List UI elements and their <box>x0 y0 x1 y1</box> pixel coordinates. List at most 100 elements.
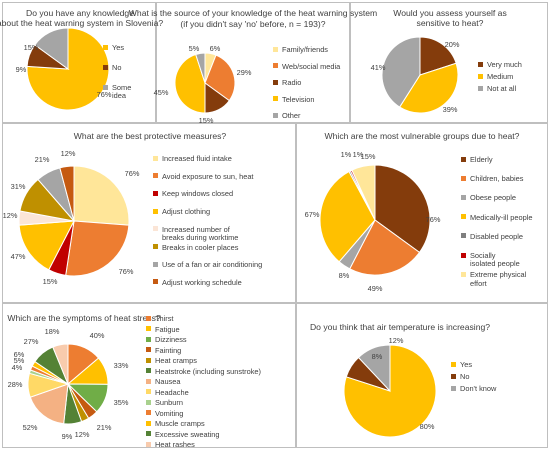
data-label: 67% <box>305 210 320 219</box>
legend-swatch <box>461 194 466 200</box>
data-label: 1% <box>341 150 352 159</box>
legend-item-heat-cramps: Heat cramps <box>146 356 197 365</box>
data-label: 12% <box>389 336 404 345</box>
legend-item-heat-rashes: Heat rashes <box>146 440 195 449</box>
data-label: 49% <box>368 284 383 293</box>
legend-swatch <box>478 61 483 67</box>
data-label: 8% <box>372 352 383 361</box>
legend-swatch <box>153 155 158 161</box>
legend-swatch <box>461 252 466 258</box>
data-label: 6% <box>14 350 25 359</box>
data-label: 21% <box>35 155 50 164</box>
legend-label: Heat rashes <box>155 440 195 449</box>
legend-label: Thirst <box>155 314 174 323</box>
data-label: 12% <box>61 149 76 158</box>
chart-title-line: sensitive to heat? <box>416 18 484 28</box>
legend-item-keep-windows-closed: Keep windows closed <box>153 190 233 198</box>
legend-swatch <box>146 326 151 332</box>
data-label: 76% <box>125 169 140 178</box>
legend-item-fatigue: Fatigue <box>146 325 180 334</box>
legend-label: Keep windows closed <box>162 189 234 199</box>
data-label: 21% <box>97 423 112 432</box>
data-label: 47% <box>11 252 26 261</box>
legend-item-medium: Medium <box>478 72 513 81</box>
data-label: 15% <box>43 277 58 286</box>
pie-slice-children-babies <box>349 219 421 276</box>
legend-label: Breaks in cooler places <box>162 242 239 252</box>
pie-slice-not-at-all <box>381 36 421 108</box>
legend-label: Web/social media <box>282 61 341 71</box>
legend-label: Increased fluid intake <box>162 154 232 163</box>
pie-slice-increased-fluid-intake <box>73 165 130 226</box>
legend-item-avoid-exposure-to-sun-heat: Avoid exposure to sun, heat <box>153 172 254 181</box>
legend-swatch <box>153 208 158 214</box>
legend-item-children-babies: Children, babies <box>461 174 523 183</box>
legend-swatch <box>153 279 158 285</box>
legend-swatch <box>146 347 151 353</box>
legend-label: Don't know <box>460 384 497 393</box>
legend-label: Vomiting <box>155 408 184 418</box>
pie-slice-extreme-physical-effort <box>351 164 376 221</box>
legend-label: Extreme physical effort <box>470 270 527 288</box>
legend-swatch <box>273 96 278 102</box>
data-label: 6% <box>210 44 221 53</box>
legend-swatch <box>146 420 151 426</box>
legend-label-line: Increased number of <box>162 224 230 234</box>
legend-swatch <box>461 233 466 239</box>
legend-item-increased-fluid-intake: Increased fluid intake <box>153 154 232 163</box>
legend-label-line: Extreme physical <box>470 270 527 280</box>
pie-slice-some-idea <box>34 27 69 70</box>
legend-swatch <box>451 361 456 367</box>
data-label: 76% <box>119 267 134 276</box>
legend-item-no: No <box>451 372 469 381</box>
pie-slice-medium <box>398 62 459 114</box>
legend-swatch <box>451 385 456 391</box>
legend-item-increased-number-of-breaks-during-worktime: Increased number of breaks during worktim… <box>153 224 238 243</box>
legend-item-medically-ill-people: Medically-ill people <box>461 212 533 222</box>
legend-swatch <box>103 44 108 50</box>
data-label: 8% <box>339 271 350 280</box>
legend-label-line: Some <box>112 83 132 92</box>
legend-label: Elderly <box>470 155 493 164</box>
data-label: 20% <box>445 40 460 49</box>
legend-label: Medically-ill people <box>470 212 533 222</box>
legend-swatch <box>153 244 158 250</box>
legend-item-family-friends: Family/friends <box>273 45 328 54</box>
legend-label: Some idea <box>112 83 132 101</box>
chart-title: Which are the symptoms of heat stress? <box>7 313 161 323</box>
legend-swatch <box>146 410 151 416</box>
legend-label: Headache <box>155 387 189 397</box>
legend-item-socially-isolated-people: Socially isolated people <box>461 251 520 269</box>
legend-label: Family/friends <box>282 45 328 54</box>
legend-swatch <box>273 112 278 118</box>
legend-label: Muscle cramps <box>155 419 205 428</box>
legend-item-breaks-in-cooler-places: Breaks in cooler places <box>153 242 239 252</box>
legend-label: Adjust clothing <box>162 207 211 217</box>
legend-swatch <box>146 336 151 342</box>
legend-label-line: isolated people <box>470 259 520 269</box>
legend-swatch <box>153 226 158 232</box>
data-label: 12% <box>75 430 90 439</box>
data-label: 29% <box>237 68 252 77</box>
legend-swatch <box>461 156 466 162</box>
legend-item-heatstroke-including-sunstroke: Heatstroke (including sunstroke) <box>146 367 261 376</box>
data-label: 5% <box>189 44 200 53</box>
legend-item-fainting: Fainting <box>146 345 182 355</box>
legend-item-headache: Headache <box>146 387 189 397</box>
legend-item-sunburn: Sunburn <box>146 398 183 407</box>
legend-item-yes: Yes <box>103 43 124 52</box>
chart-title: Do you think that air temperature is inc… <box>309 322 491 332</box>
legend-label-line: Socially <box>470 251 496 260</box>
legend-label-line: idea <box>112 91 126 101</box>
legend-item-web-social-media: Web/social media <box>273 61 341 71</box>
data-label: 28% <box>8 380 23 389</box>
legend-item-don-t-know: Don't know <box>451 384 497 393</box>
chart-title: What is the source of your knowledge of … <box>128 8 378 18</box>
legend-label: Fainting <box>155 345 182 355</box>
legend-label: Adjust working schedule <box>162 277 242 287</box>
pie-slice-adjust-working-schedule <box>59 165 75 222</box>
legend-label: Television <box>282 94 315 104</box>
legend-swatch <box>146 378 151 384</box>
legend-swatch <box>273 46 278 52</box>
